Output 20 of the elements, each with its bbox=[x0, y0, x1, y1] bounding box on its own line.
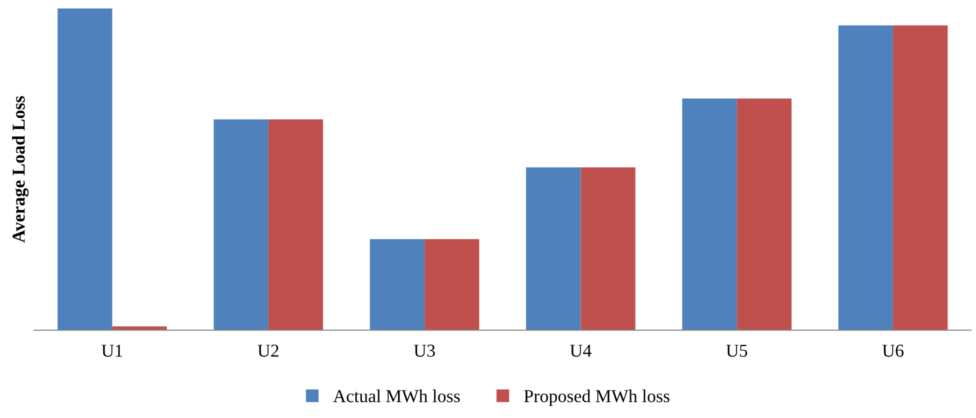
x-tick-label: U2 bbox=[258, 344, 278, 357]
bar bbox=[838, 25, 894, 330]
x-tick-label: U5 bbox=[726, 344, 748, 357]
bar bbox=[736, 98, 792, 330]
y-axis-title: Average Load Loss bbox=[12, 96, 29, 243]
bar bbox=[268, 119, 324, 330]
bar bbox=[424, 239, 480, 330]
legend-label: Proposed MWh loss bbox=[524, 390, 670, 406]
bar bbox=[370, 239, 425, 330]
x-tick-label: U4 bbox=[570, 344, 592, 357]
x-tick-label: U3 bbox=[414, 344, 435, 357]
legend-label: Actual MWh loss bbox=[333, 390, 460, 402]
bar bbox=[526, 167, 581, 330]
bar bbox=[580, 167, 636, 330]
bar bbox=[893, 25, 948, 330]
bar bbox=[682, 98, 737, 330]
x-tick-label: U6 bbox=[882, 344, 904, 357]
x-tick-label: U1 bbox=[102, 344, 122, 357]
bar bbox=[58, 8, 112, 330]
bar bbox=[214, 119, 268, 330]
